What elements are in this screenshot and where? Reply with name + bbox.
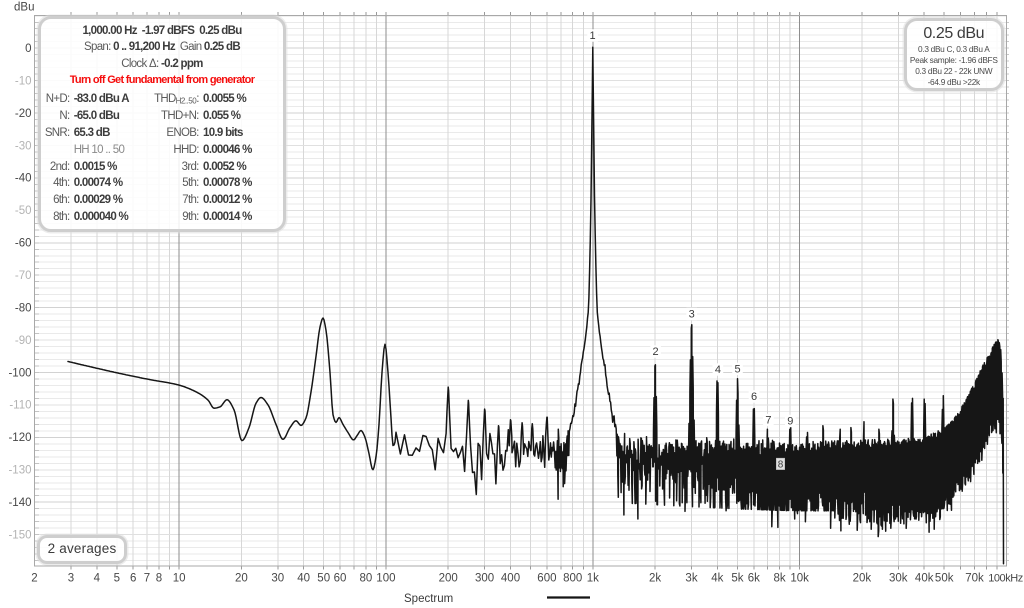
svg-text:5: 5 (114, 573, 120, 585)
svg-text:-150: -150 (8, 529, 31, 541)
svg-text:-110: -110 (9, 400, 31, 412)
svg-text:4: 4 (94, 573, 101, 585)
svg-text:800: 800 (563, 573, 582, 585)
svg-text:dBu: dBu (14, 2, 34, 14)
svg-text:2: 2 (653, 346, 659, 358)
svg-text:-60: -60 (15, 238, 32, 250)
svg-text:6k: 6k (748, 573, 760, 585)
svg-text:3: 3 (689, 309, 695, 321)
svg-text:100: 100 (376, 573, 395, 585)
svg-text:60: 60 (334, 573, 347, 585)
svg-text:1: 1 (590, 30, 596, 42)
svg-text:20k: 20k (853, 573, 872, 585)
svg-text:40: 40 (297, 573, 310, 585)
svg-text:8: 8 (778, 460, 784, 471)
svg-text:-50: -50 (15, 205, 32, 217)
svg-text:6: 6 (751, 391, 757, 403)
svg-text:-30: -30 (15, 140, 32, 152)
svg-text:100kHz: 100kHz (988, 573, 1023, 585)
svg-text:-90: -90 (15, 335, 32, 347)
svg-text:-40: -40 (15, 173, 32, 185)
svg-text:50k: 50k (935, 573, 954, 585)
svg-text:20: 20 (235, 573, 248, 585)
svg-text:2k: 2k (649, 573, 661, 585)
svg-text:-20: -20 (15, 108, 32, 120)
svg-text:6: 6 (130, 573, 136, 585)
svg-text:-80: -80 (15, 302, 32, 314)
svg-text:-130: -130 (8, 465, 31, 477)
svg-text:4: 4 (715, 364, 721, 376)
svg-text:3k: 3k (685, 573, 697, 585)
svg-text:8k: 8k (774, 573, 786, 585)
svg-text:5k: 5k (731, 573, 743, 585)
svg-text:0: 0 (25, 43, 31, 55)
svg-text:7: 7 (144, 573, 150, 585)
svg-text:-70: -70 (15, 270, 32, 282)
svg-text:70k: 70k (965, 573, 984, 585)
svg-text:80: 80 (360, 573, 373, 585)
svg-text:8: 8 (156, 573, 162, 585)
svg-text:5: 5 (734, 363, 740, 375)
svg-text:200: 200 (439, 573, 458, 585)
svg-text:7: 7 (765, 415, 771, 427)
svg-text:40k: 40k (915, 573, 934, 585)
svg-text:300: 300 (475, 573, 494, 585)
svg-text:10: 10 (173, 573, 186, 585)
svg-text:1k: 1k (587, 573, 599, 585)
svg-text:2: 2 (31, 573, 37, 585)
svg-text:9: 9 (787, 416, 793, 428)
svg-text:-120: -120 (8, 432, 31, 444)
svg-text:30k: 30k (889, 573, 908, 585)
svg-text:Spectrum: Spectrum (404, 593, 453, 605)
svg-text:-100: -100 (8, 367, 31, 379)
svg-text:-140: -140 (8, 497, 31, 509)
svg-text:600: 600 (537, 573, 556, 585)
svg-text:-10: -10 (15, 75, 32, 87)
svg-text:50: 50 (317, 573, 330, 585)
svg-text:3: 3 (68, 573, 74, 585)
svg-text:10k: 10k (790, 573, 809, 585)
svg-text:400: 400 (501, 573, 520, 585)
svg-text:30: 30 (271, 573, 284, 585)
svg-text:4k: 4k (711, 573, 723, 585)
